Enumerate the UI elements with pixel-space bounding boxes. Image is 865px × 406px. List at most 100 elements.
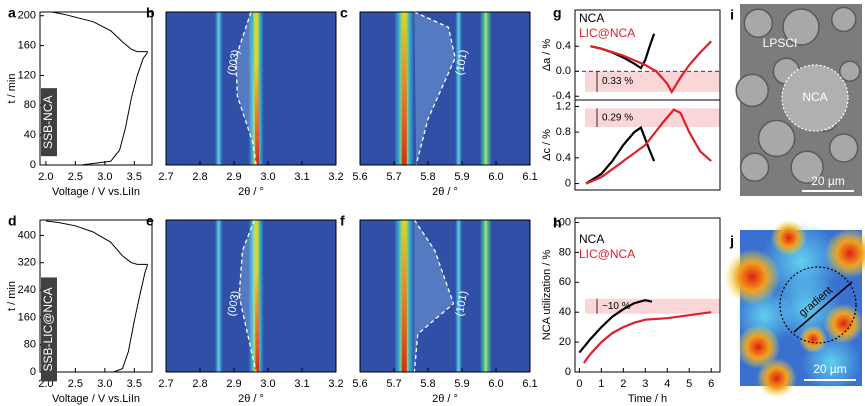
y-tick-label: 320	[18, 257, 36, 269]
sem-particle	[782, 8, 820, 46]
range-band	[585, 108, 720, 127]
y-tick-label: 80	[24, 99, 36, 111]
map-hot-zone	[799, 325, 828, 354]
x-tick-label: 3.2	[328, 378, 343, 390]
plot-frame	[165, 11, 337, 166]
panel: h ~10 % 0 1 2 3 4 5 6 Time / h 0 20 40 60 80 100 NCA uti…	[541, 215, 721, 405]
x-tick-label: 2.8	[192, 171, 207, 183]
x-tick-label: 5	[686, 378, 692, 390]
scale-label: 20 µm	[813, 362, 847, 376]
shift-region	[235, 12, 257, 165]
y-axis-label: Δa / %	[541, 39, 553, 72]
x-tick-label: 2.5	[68, 171, 83, 183]
x-tick-label: 3.1	[294, 171, 309, 183]
sem-particle	[757, 119, 796, 158]
plot-frame	[359, 219, 531, 373]
y-tick-label: -0.4	[552, 90, 571, 102]
x-tick-label: 3.2	[328, 171, 343, 183]
sem-particle	[839, 60, 861, 82]
y-tick-label: 200	[18, 10, 36, 22]
y-tick-label: 0.4	[556, 40, 571, 52]
legend-entry: NCA	[579, 232, 604, 246]
heatmap-stripe	[455, 12, 462, 165]
x-axis-label: 2θ / °	[238, 186, 264, 198]
y-tick-label: 80	[559, 246, 571, 258]
x-tick-label: 2	[620, 378, 626, 390]
x-tick-label: 4	[664, 378, 670, 390]
data-line	[578, 299, 653, 354]
data-line	[585, 108, 712, 185]
shift-region	[239, 220, 257, 372]
y-tick-label: 240	[18, 284, 36, 296]
panel: c (101) 5.6 5.7 5.8 5.9 6.0 6.1 2θ / °	[340, 5, 538, 198]
panel: f (101) 5.6 5.7 5.8 5.9 6.0 6.1 2θ / °	[340, 213, 538, 405]
region-label: LPSCI	[763, 36, 798, 50]
y-tick-label: 0	[565, 177, 571, 189]
y-axis-label: NCA utilization / %	[541, 250, 553, 341]
heatmap-stripe	[214, 220, 223, 372]
y-axis-label: t / min	[6, 74, 18, 104]
sample-tag	[41, 277, 57, 382]
heatmap-stripe	[214, 12, 223, 165]
x-tick-label: 2.8	[192, 378, 207, 390]
panel: b (003) 2.7 2.8 2.9 3.0 3.1 3.2 2θ / °	[146, 5, 344, 198]
shift-boundary	[238, 219, 257, 373]
data-line	[585, 125, 656, 185]
x-tick-label: 6	[708, 378, 714, 390]
data-line	[45, 220, 148, 373]
heatmap-background	[360, 220, 530, 372]
peak-label: (003)	[226, 49, 242, 76]
x-tick-label: 5.9	[454, 378, 469, 390]
x-tick-label: 5.8	[420, 171, 435, 183]
x-tick-label: 2.7	[158, 378, 173, 390]
sem-particle	[828, 133, 859, 163]
panel-letter: h	[553, 215, 562, 231]
map-hot-zone	[823, 303, 864, 344]
x-tick-label: 6.0	[488, 378, 503, 390]
peak-label: (003)	[226, 290, 242, 317]
y-tick-label: 0.8	[556, 126, 571, 138]
x-axis-label: 2θ / °	[238, 393, 264, 405]
x-tick-label: 5.6	[352, 171, 367, 183]
panel-letter: b	[146, 5, 155, 21]
range-label: 0.29 %	[602, 112, 633, 123]
sample-label: SSB-LIC@NCA	[41, 287, 55, 371]
panel-letter: e	[146, 213, 154, 229]
x-tick-label: 2.0	[38, 171, 53, 183]
peak-label: (101)	[454, 49, 470, 76]
x-tick-label: 3.0	[97, 378, 112, 390]
sample-label: SSB-NCA	[41, 95, 55, 148]
y-tick-label: 160	[18, 311, 36, 323]
y-tick-label: 120	[18, 69, 36, 81]
x-axis-label: Time / h	[628, 393, 667, 405]
heatmap-stripe	[455, 220, 462, 372]
x-tick-label: 6.1	[522, 171, 537, 183]
x-tick-label: 5.7	[386, 378, 401, 390]
x-tick-label: 2.5	[68, 378, 83, 390]
y-tick-label: 100	[553, 216, 571, 228]
x-tick-label: 3.5	[127, 378, 142, 390]
y-tick-label: 400	[18, 229, 36, 241]
y-tick-label: 0.4	[556, 152, 571, 164]
peak-label: (101)	[454, 290, 470, 317]
y-tick-label: 0	[30, 159, 36, 171]
x-axis-label: 2θ / °	[432, 186, 458, 198]
sem-particle	[735, 73, 769, 108]
x-tick-label: 3.1	[294, 378, 309, 390]
x-tick-label: 6.1	[522, 378, 537, 390]
range-label: ~10 %	[602, 301, 631, 312]
shift-region	[414, 220, 454, 372]
data-line	[51, 11, 148, 166]
x-tick-label: 1	[598, 378, 604, 390]
y-tick-label: 0.0	[556, 65, 571, 77]
x-tick-label: 5.9	[454, 171, 469, 183]
panel-letter: g	[553, 5, 562, 21]
panel-letter: i	[730, 7, 734, 23]
x-tick-label: 5.6	[352, 378, 367, 390]
map-hot-zone	[824, 228, 865, 279]
panel-letter: c	[340, 5, 348, 21]
plot-frame	[574, 217, 721, 373]
y-tick-label: 20	[559, 336, 571, 348]
